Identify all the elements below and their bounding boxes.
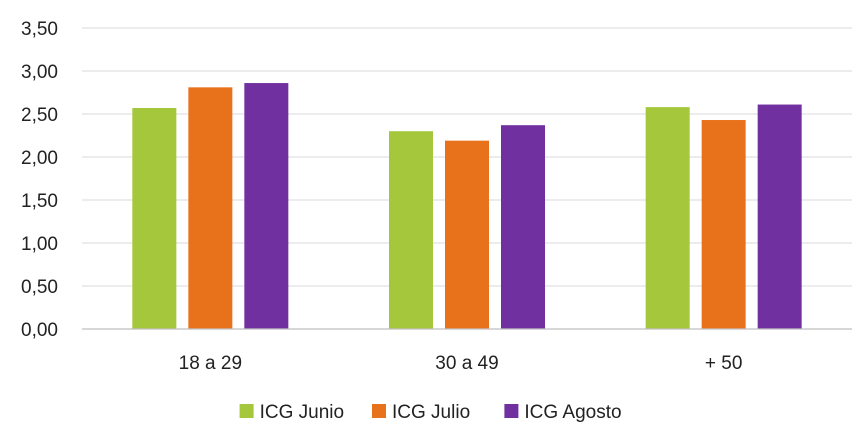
x-tick-label: 18 a 29	[179, 353, 242, 374]
y-tick-label: 2,50	[21, 105, 58, 126]
y-axis-tick-labels: 0,00 0,50 1,00 1,50 2,00 2,50 3,00 3,50	[21, 19, 58, 341]
legend-swatch-3	[504, 404, 519, 418]
legend-swatch-2	[372, 404, 386, 418]
legend-swatch-1	[239, 404, 254, 418]
bar-1-2	[389, 131, 433, 329]
y-tick-label: 3,00	[21, 62, 58, 83]
y-tick-label: 0,50	[21, 277, 58, 298]
bar-2-2	[445, 140, 489, 329]
y-tick-label: 1,00	[21, 234, 58, 255]
bar-3-3	[757, 104, 802, 329]
legend: ICG Junio ICG Julio ICG Agosto	[239, 402, 622, 423]
bar-3-1	[244, 83, 289, 329]
y-tick-label: 1,50	[21, 191, 58, 212]
y-tick-label: 3,50	[21, 19, 58, 40]
x-tick-label: + 50	[705, 353, 743, 374]
bar-1-3	[645, 107, 690, 330]
y-tick-label: 0,00	[21, 320, 58, 341]
bar-1-1	[132, 107, 177, 329]
bar-3-2	[501, 125, 545, 330]
x-axis-tick-labels: 18 a 29 30 a 49 + 50	[179, 353, 743, 374]
x-tick-label: 30 a 49	[435, 353, 498, 374]
legend-label-2: ICG Julio	[392, 402, 470, 423]
bars	[132, 83, 802, 330]
bar-2-1	[188, 87, 233, 329]
y-tick-label: 2,00	[21, 148, 58, 169]
bar-2-3	[701, 120, 746, 330]
legend-label-3: ICG Agosto	[524, 402, 621, 423]
legend-label-1: ICG Junio	[260, 402, 344, 423]
